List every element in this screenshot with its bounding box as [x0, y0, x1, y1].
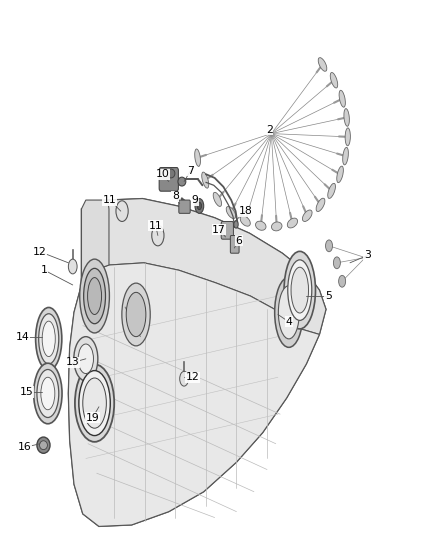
Ellipse shape	[83, 378, 106, 428]
Text: 12: 12	[33, 247, 47, 257]
Text: 15: 15	[20, 387, 34, 397]
Ellipse shape	[75, 365, 114, 442]
Text: 17: 17	[212, 224, 226, 235]
Ellipse shape	[345, 128, 350, 146]
Text: 11: 11	[149, 221, 162, 231]
Ellipse shape	[318, 58, 327, 71]
Text: 19: 19	[85, 413, 99, 423]
Text: 18: 18	[238, 206, 252, 216]
Text: 16: 16	[18, 442, 32, 453]
Ellipse shape	[255, 221, 266, 230]
Text: 3: 3	[364, 251, 371, 261]
Ellipse shape	[37, 437, 50, 453]
Ellipse shape	[330, 72, 338, 88]
Text: 5: 5	[325, 291, 332, 301]
Ellipse shape	[37, 369, 59, 417]
Ellipse shape	[240, 216, 250, 226]
FancyBboxPatch shape	[159, 167, 178, 191]
Ellipse shape	[88, 278, 102, 314]
Ellipse shape	[178, 177, 186, 186]
Text: 13: 13	[66, 358, 80, 367]
Polygon shape	[81, 200, 109, 285]
Circle shape	[339, 276, 346, 287]
Ellipse shape	[41, 377, 55, 410]
Text: 2: 2	[266, 125, 272, 135]
Circle shape	[180, 372, 188, 386]
Ellipse shape	[84, 268, 106, 324]
Ellipse shape	[344, 109, 350, 126]
Ellipse shape	[126, 292, 146, 337]
Ellipse shape	[79, 370, 110, 435]
Circle shape	[116, 201, 128, 221]
Ellipse shape	[339, 90, 346, 107]
Ellipse shape	[213, 192, 222, 206]
Ellipse shape	[195, 149, 201, 166]
Ellipse shape	[35, 308, 62, 370]
Polygon shape	[81, 199, 326, 334]
Text: 10: 10	[155, 169, 169, 179]
Ellipse shape	[39, 441, 47, 450]
Polygon shape	[68, 199, 326, 527]
Text: 4: 4	[286, 317, 292, 327]
Ellipse shape	[328, 183, 336, 198]
Ellipse shape	[287, 218, 297, 228]
Text: 6: 6	[235, 236, 242, 246]
Ellipse shape	[275, 277, 303, 348]
Ellipse shape	[167, 169, 175, 178]
Circle shape	[152, 225, 164, 246]
Ellipse shape	[316, 198, 325, 212]
Text: 7: 7	[187, 166, 194, 175]
Ellipse shape	[234, 221, 238, 228]
Ellipse shape	[288, 260, 312, 320]
FancyBboxPatch shape	[179, 200, 190, 213]
Text: 8: 8	[172, 191, 179, 201]
Circle shape	[197, 202, 201, 209]
Ellipse shape	[34, 363, 62, 424]
Ellipse shape	[343, 147, 348, 165]
Circle shape	[333, 257, 340, 269]
Ellipse shape	[284, 252, 315, 329]
Circle shape	[68, 259, 77, 274]
Text: 1: 1	[41, 265, 48, 275]
Ellipse shape	[279, 286, 299, 339]
Text: 14: 14	[16, 332, 29, 342]
Ellipse shape	[74, 337, 98, 381]
Ellipse shape	[226, 206, 236, 219]
FancyBboxPatch shape	[221, 221, 233, 239]
Ellipse shape	[39, 314, 59, 364]
Text: 11: 11	[103, 195, 117, 205]
Polygon shape	[68, 263, 319, 527]
Ellipse shape	[202, 172, 208, 188]
FancyBboxPatch shape	[230, 236, 239, 253]
Ellipse shape	[122, 283, 150, 346]
Ellipse shape	[291, 267, 308, 313]
Ellipse shape	[80, 259, 110, 333]
Ellipse shape	[42, 321, 55, 357]
Text: 12: 12	[186, 372, 200, 382]
Circle shape	[195, 199, 204, 213]
Ellipse shape	[272, 222, 282, 231]
Text: 9: 9	[191, 195, 198, 205]
Ellipse shape	[337, 166, 343, 183]
Circle shape	[325, 240, 332, 252]
Ellipse shape	[78, 344, 93, 374]
Ellipse shape	[303, 210, 312, 222]
